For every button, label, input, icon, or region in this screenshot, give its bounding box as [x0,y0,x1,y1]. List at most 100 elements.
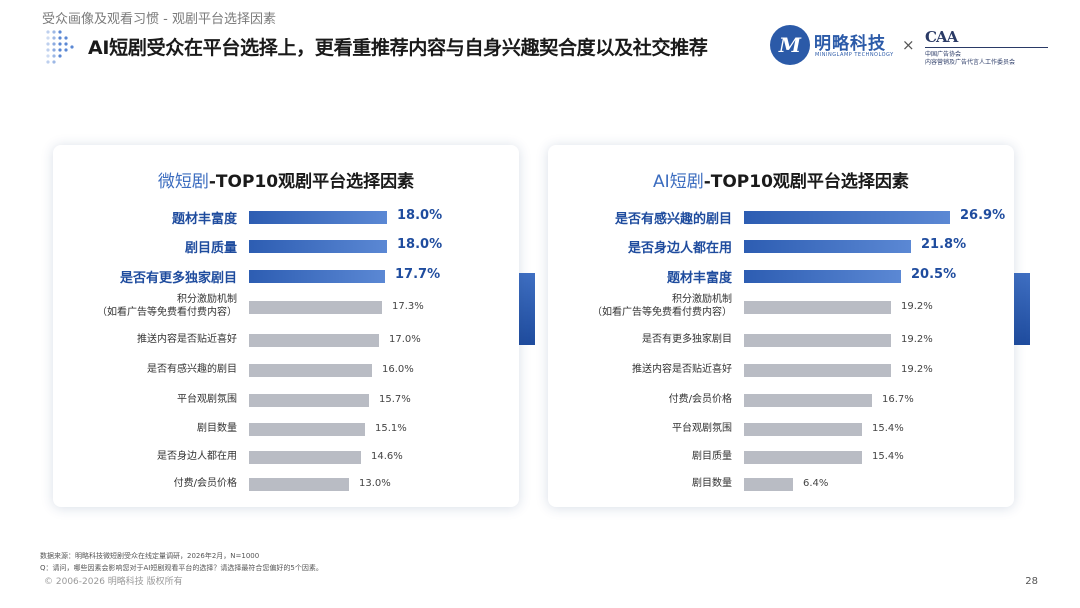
category-label: 积分激励机制 （如看广告等免费看付费内容） [97,293,237,319]
category-label-line: 是否有更多独家剧目 [119,271,237,286]
chart-row: 剧目数量 6.4% [548,472,1014,496]
category-label-line: 付费/会员价格 [668,394,732,405]
times-sign: × [902,36,915,54]
category-label: 是否有感兴趣的剧目 [615,208,732,227]
bar [744,423,862,436]
chart-row: 是否有更多独家剧目 17.7% [53,264,519,288]
category-label: 剧目数量 [197,422,237,435]
bar [744,451,862,464]
value-label: 17.0% [389,334,421,345]
category-label: 积分激励机制 （如看广告等免费看付费内容） [592,293,732,319]
category-label-line: 是否身边人都在用 [157,451,237,462]
chart-panel-micro-drama: 微短剧-TOP10观剧平台选择因素 题材丰富度 18.0% 剧目质量 18.0% 是否有… [53,145,519,507]
breadcrumb: 受众画像及观看习惯 - 观剧平台选择因素 [42,12,276,27]
category-label-line: 剧目数量 [197,423,237,434]
value-label: 19.2% [901,364,933,375]
mininglamp-mark-icon: M [770,25,810,65]
page-number: 28 [1025,576,1038,587]
chart-row: 题材丰富度 20.5% [548,264,1014,288]
bar [744,240,911,253]
category-label: 平台观剧氛围 [177,393,237,406]
category-label: 平台观剧氛围 [672,422,732,435]
value-label: 15.4% [872,451,904,462]
chart-row: 剧目质量 15.4% [548,445,1014,469]
category-label: 剧目数量 [692,477,732,490]
dots-pattern-icon [46,30,74,64]
copyright: © 2006-2026 明略科技 版权所有 [44,577,183,587]
category-label-line: 是否有感兴趣的剧目 [614,212,732,227]
category-label-line: 推送内容是否贴近喜好 [632,364,732,375]
chart-title-highlight: AI短剧 [653,172,704,192]
category-label-subline: （如看广告等免费看付费内容） [97,307,237,318]
mininglamp-name: 明略科技 [814,34,886,54]
category-label-line: 剧目质量 [184,241,237,256]
chart-row: 平台观剧氛围 15.7% [53,388,519,412]
chart-row: 积分激励机制 （如看广告等免费看付费内容） 17.3% [53,293,519,319]
chart-row: 剧目数量 15.1% [53,417,519,441]
bar [744,364,891,377]
chart-row: 付费/会员价格 13.0% [53,472,519,496]
bar [744,301,891,314]
chart-row: 题材丰富度 18.0% [53,205,519,229]
bar [744,478,793,491]
chart-title-rest: -TOP10观剧平台选择因素 [208,172,415,192]
category-label: 是否有更多独家剧目 [642,333,732,346]
bar [744,270,901,283]
value-label: 13.0% [359,478,391,489]
category-label: 付费/会员价格 [174,477,237,490]
survey-question-note: Q：请问，哪些因素会影响您对于AI短剧观看平台的选择？请选择最符合您偏好的5个因… [40,564,323,572]
category-label-line: 剧目数量 [692,478,732,489]
category-label-line: 是否有更多独家剧目 [642,334,732,345]
chart-title-highlight: 微短剧 [157,172,209,192]
category-label: 题材丰富度 [667,267,732,286]
value-label: 19.2% [901,334,933,345]
bar [249,270,385,283]
category-label-line: 平台观剧氛围 [177,394,237,405]
value-label: 14.6% [371,451,403,462]
category-label-line: 是否身边人都在用 [627,241,732,256]
chart-row: 推送内容是否贴近喜好 17.0% [53,328,519,352]
bar [249,301,382,314]
bar [249,211,387,224]
category-label-line: 题材丰富度 [171,212,237,227]
value-label: 15.4% [872,423,904,434]
value-label: 16.0% [382,364,414,375]
category-label: 剧目质量 [185,237,237,256]
caa-committee: 内容营销及广告代言人工作委员会 [925,59,1016,66]
value-label: 18.0% [397,208,443,223]
caa-logo: CAA 中国广告协会 内容营销及广告代言人工作委员会 [925,28,1050,68]
chart-row: 付费/会员价格 16.7% [548,388,1014,412]
chart-row: 剧目质量 18.0% [53,234,519,258]
category-label: 是否身边人都在用 [157,450,237,463]
category-label: 剧目质量 [692,450,732,463]
category-label: 推送内容是否贴近喜好 [137,333,237,346]
category-label-line: 推送内容是否贴近喜好 [137,334,237,345]
caa-name: 中国广告协会 [925,51,962,58]
chart-row: 是否有感兴趣的剧目 16.0% [53,358,519,382]
value-label: 15.1% [375,423,407,434]
category-label-line: 付费/会员价格 [173,478,237,489]
chart-row: 推送内容是否贴近喜好 19.2% [548,358,1014,382]
category-label-line: 题材丰富度 [666,271,732,286]
category-label-line: 积分激励机制 [177,294,237,305]
category-label-line: 是否有感兴趣的剧目 [147,364,237,375]
category-label: 是否身边人都在用 [628,237,732,256]
category-label: 题材丰富度 [172,208,237,227]
chart-title: AI短剧-TOP10观剧平台选择因素 [548,167,1014,192]
caa-divider [925,47,1048,48]
chart-panel-ai-drama: AI短剧-TOP10观剧平台选择因素 是否有感兴趣的剧目 26.9% 是否身边人都在… [548,145,1014,507]
bar [249,364,372,377]
chart-row: 平台观剧氛围 15.4% [548,417,1014,441]
chart-row: 是否身边人都在用 14.6% [53,445,519,469]
bar [249,334,379,347]
mininglamp-subtitle: MININGLAMP TECHNOLOGY [815,52,894,58]
category-label-subline: （如看广告等免费看付费内容） [592,307,732,318]
chart-row: 是否有更多独家剧目 19.2% [548,328,1014,352]
accent-bar-left [519,273,535,345]
category-label-line: 积分激励机制 [672,294,732,305]
bar [744,211,950,224]
value-label: 26.9% [960,208,1006,223]
chart-row: 是否身边人都在用 21.8% [548,234,1014,258]
value-label: 20.5% [911,267,957,282]
category-label: 付费/会员价格 [669,393,732,406]
